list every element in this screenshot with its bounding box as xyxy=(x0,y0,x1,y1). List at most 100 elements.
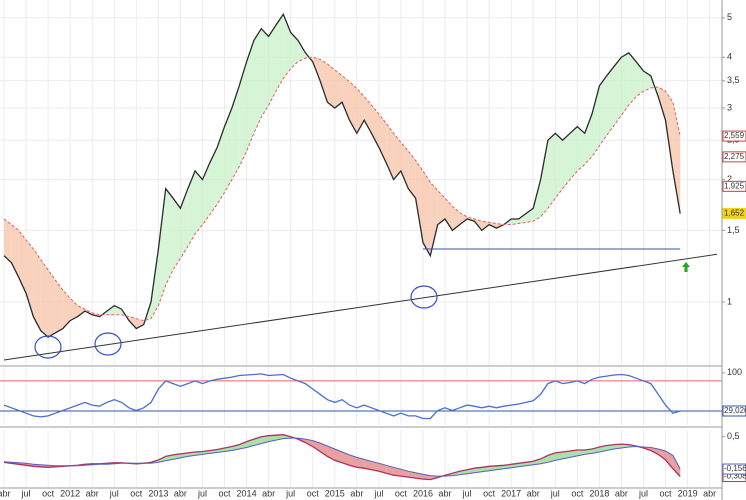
series-line xyxy=(3,56,681,322)
band-fill xyxy=(614,57,622,126)
band-fill xyxy=(430,182,438,256)
y-tick-label: 4 xyxy=(727,52,732,62)
band-fill xyxy=(540,140,548,217)
y-tick-label: 1,5 xyxy=(727,225,740,235)
highlight-circle xyxy=(34,335,62,359)
band-fill xyxy=(518,213,526,224)
band-fill xyxy=(290,32,299,69)
x-tick-label: jul xyxy=(109,488,119,498)
band-fill xyxy=(312,440,321,452)
band-fill xyxy=(459,212,468,225)
y-tick-label: 0,5 xyxy=(727,431,740,441)
band-fill xyxy=(356,457,365,469)
band-fill xyxy=(562,133,570,189)
y-tick-label: 1 xyxy=(727,296,732,306)
band-fill xyxy=(165,188,174,286)
series-line xyxy=(3,434,681,481)
x-tick-label: jul xyxy=(638,488,648,498)
price-badge xyxy=(722,207,746,219)
band-fill xyxy=(547,133,556,209)
x-tick-label: oct xyxy=(483,488,496,498)
band-fill xyxy=(180,188,188,259)
band-fill xyxy=(569,449,578,458)
band-fill xyxy=(584,113,593,165)
band-fill xyxy=(408,471,416,479)
y-tick-label: 3 xyxy=(727,102,732,112)
band-fill xyxy=(393,133,401,180)
highlight-circle xyxy=(94,332,122,356)
x-tick-label: oct xyxy=(660,488,673,498)
band-fill xyxy=(445,198,453,231)
band-fill xyxy=(268,25,276,106)
band-fill xyxy=(415,160,423,243)
band-fill xyxy=(533,179,541,222)
price-label: 2,275 xyxy=(724,152,745,161)
x-tick-label: oct xyxy=(219,488,232,498)
band-fill xyxy=(33,249,41,331)
price-badge xyxy=(722,130,746,142)
level-badge xyxy=(722,405,746,417)
y-tick-label: 100 xyxy=(727,367,742,377)
band-fill xyxy=(327,63,335,109)
band-fill xyxy=(577,126,585,171)
end-label: -0,156 xyxy=(724,464,746,473)
band-fill xyxy=(342,75,350,121)
level-label: 29,026 xyxy=(724,406,746,415)
x-tick-label: oct xyxy=(130,488,143,498)
band-fill xyxy=(209,147,218,215)
band-fill xyxy=(136,318,144,329)
series-line xyxy=(3,12,681,338)
band-fill xyxy=(599,75,607,146)
x-tick-label: jul xyxy=(285,488,295,498)
band-fill xyxy=(422,170,431,256)
band-fill xyxy=(393,467,401,477)
band-fill xyxy=(4,219,12,263)
band-fill xyxy=(62,290,71,329)
band-fill xyxy=(298,40,306,62)
x-tick-label: jul xyxy=(21,488,31,498)
band-fill xyxy=(217,126,225,205)
x-tick-label: 2017 xyxy=(501,488,521,498)
x-tick-label: abr xyxy=(439,488,452,498)
x-tick-label: jul xyxy=(550,488,560,498)
band-fill xyxy=(628,52,637,106)
band-fill xyxy=(349,81,357,134)
grid-layer xyxy=(0,0,722,487)
band-fill xyxy=(437,190,446,225)
band-fill xyxy=(540,455,548,464)
series-line xyxy=(3,437,681,477)
band-fill xyxy=(305,439,313,447)
x-tick-label: 2019 xyxy=(678,488,698,498)
x-tick-label: jul xyxy=(462,488,472,498)
band-fill xyxy=(275,14,284,92)
x-tick-label: abr xyxy=(527,488,540,498)
x-tick-label: jul xyxy=(197,488,207,498)
x-tick-label: oct xyxy=(307,488,320,498)
band-fill xyxy=(555,451,563,461)
band-fill xyxy=(320,59,328,103)
band-fill xyxy=(511,219,519,225)
band-fill xyxy=(452,206,460,231)
band-fill xyxy=(555,133,563,199)
band-fill xyxy=(562,450,570,459)
band-fill xyxy=(48,269,56,338)
band-fill xyxy=(349,454,357,468)
band-fill xyxy=(665,450,673,469)
band-fill xyxy=(239,441,247,449)
series-line xyxy=(3,253,718,361)
x-tick-label: 2018 xyxy=(589,488,609,498)
band-fill xyxy=(636,61,644,97)
band-fill xyxy=(533,458,541,465)
band-fill xyxy=(40,259,49,338)
marks-layer: abrjuloct2012abrjuloct2013abrjuloct2014a… xyxy=(0,12,746,498)
band-fill xyxy=(364,96,372,134)
band-fill xyxy=(342,451,350,466)
band-fill xyxy=(334,449,343,463)
band-fill xyxy=(18,230,27,294)
price-badge xyxy=(722,180,746,192)
band-fill xyxy=(665,91,673,171)
x-tick-label: abr xyxy=(86,488,99,498)
band-fill xyxy=(525,208,534,223)
x-tick-label: oct xyxy=(395,488,408,498)
band-fill xyxy=(643,70,651,92)
